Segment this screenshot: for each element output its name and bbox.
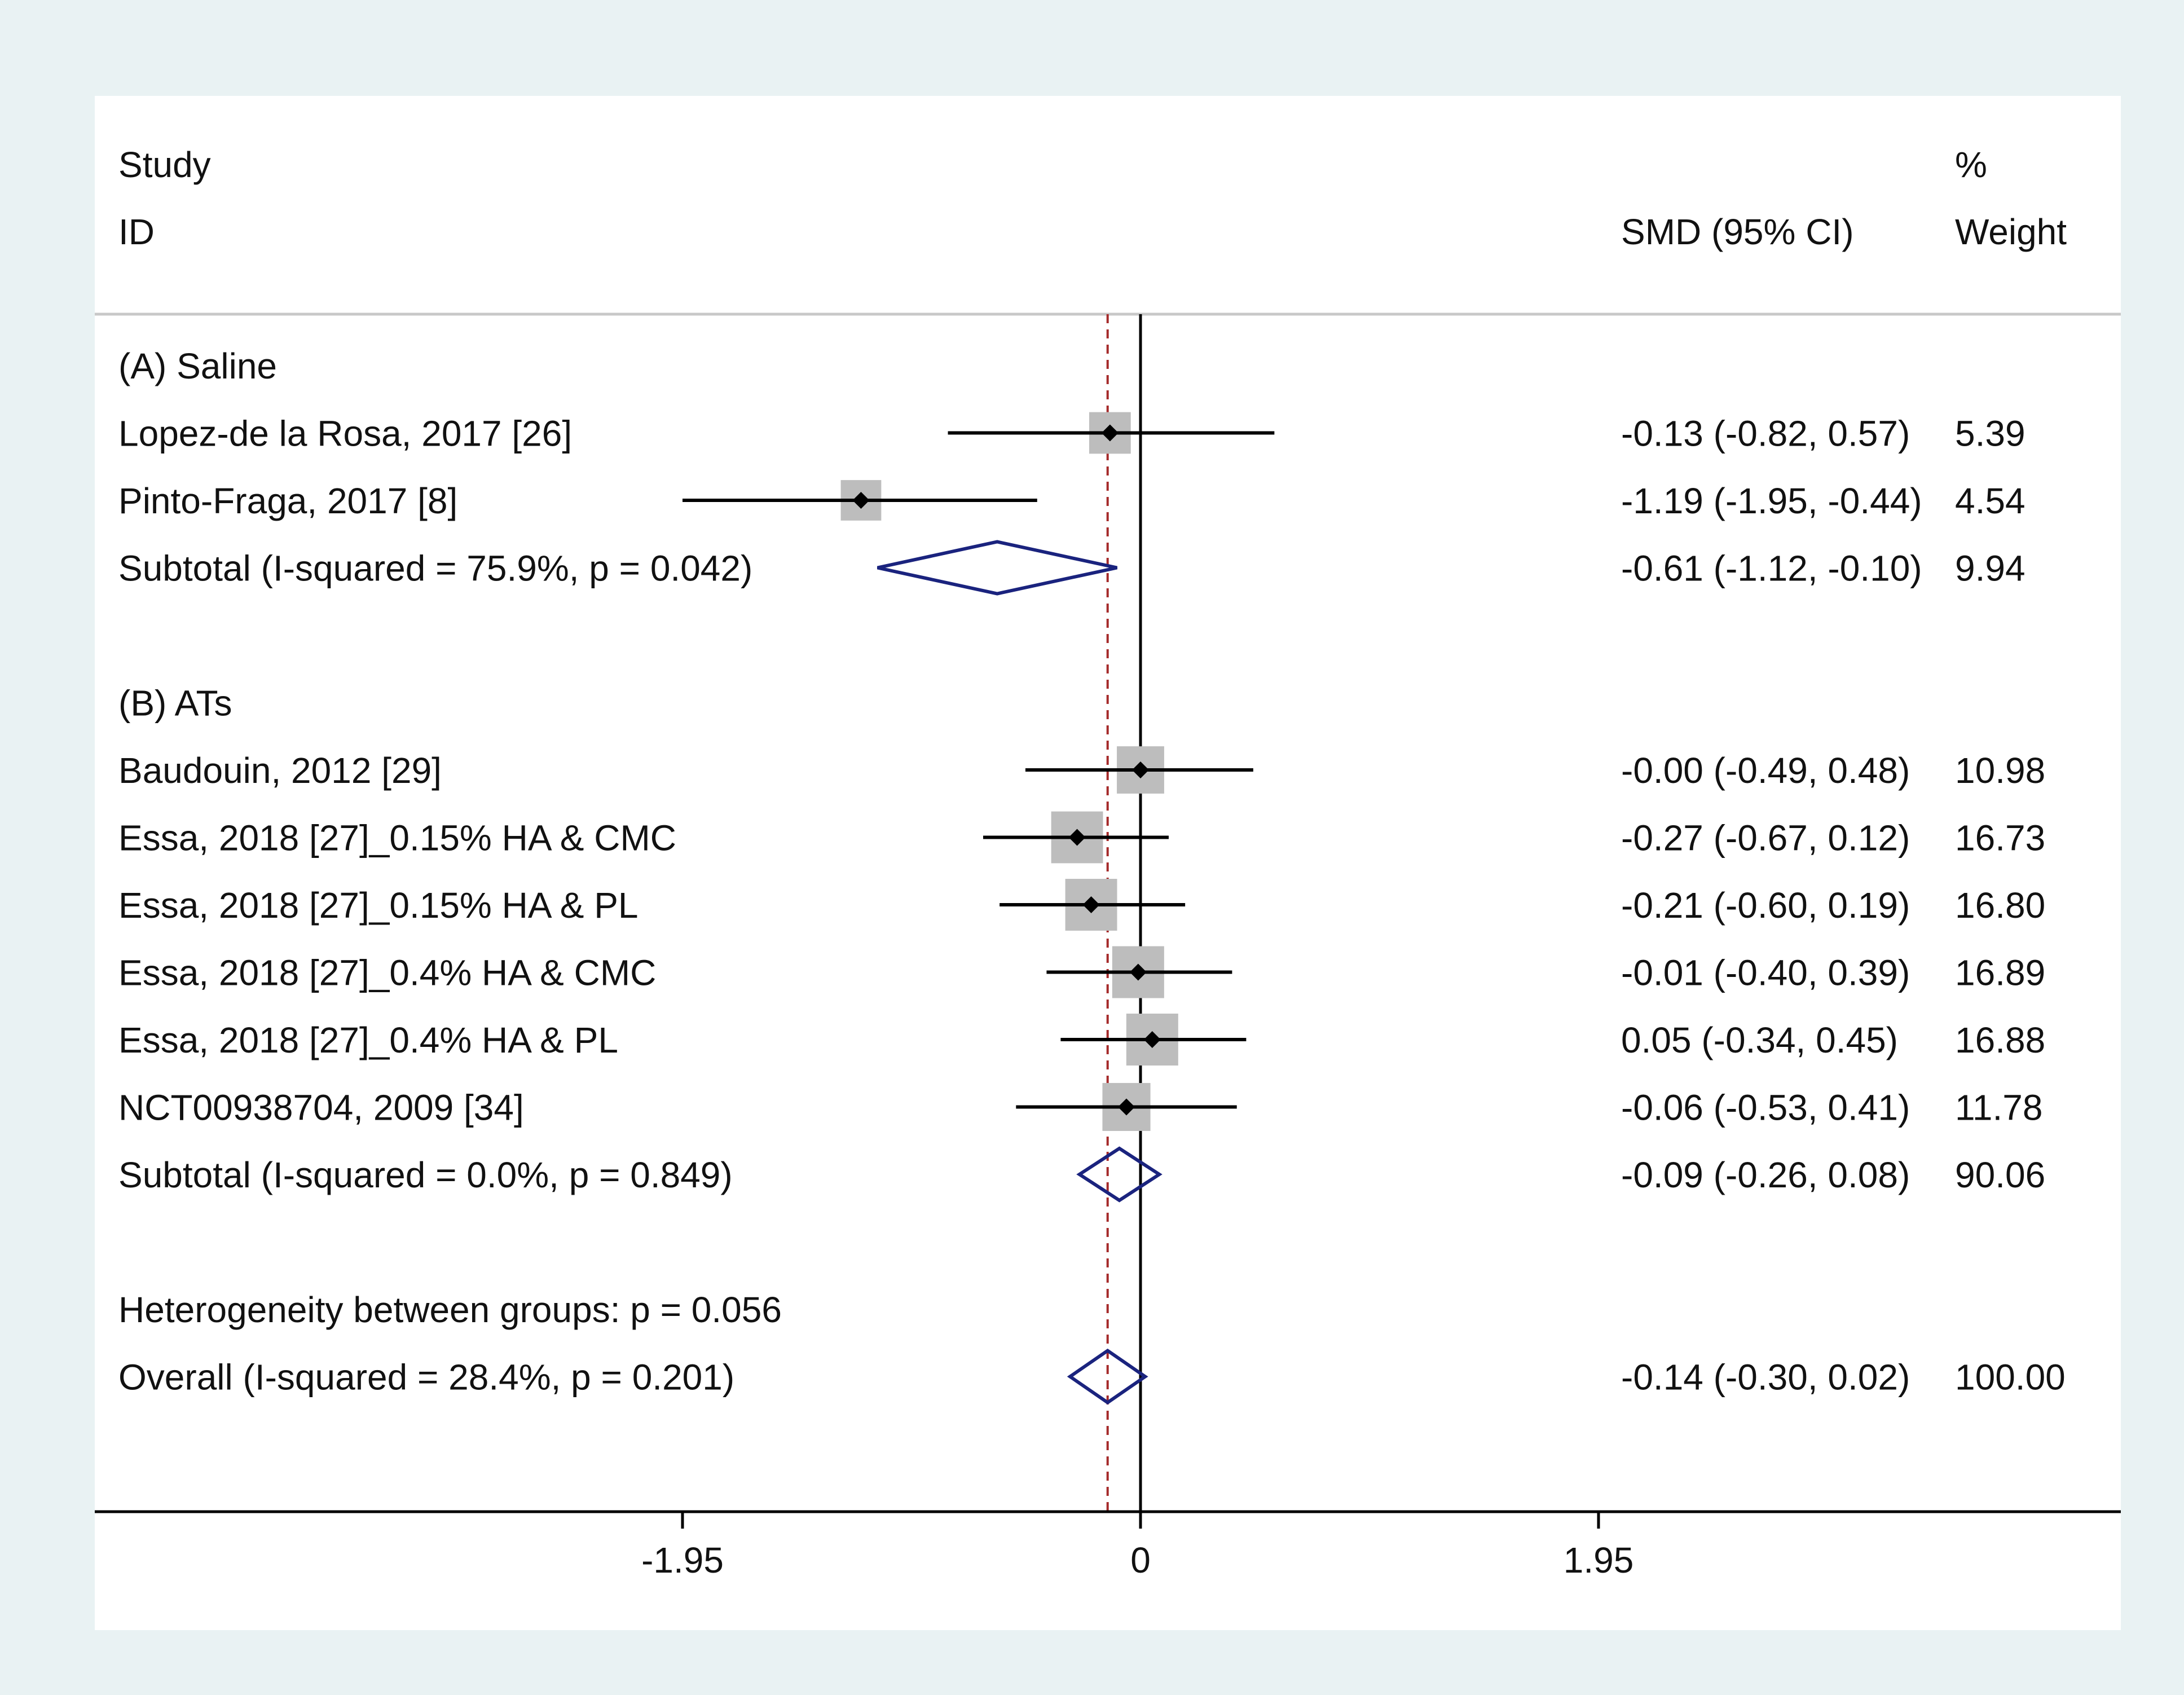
overall-label: Overall (I-squared = 28.4%, p = 0.201) [118,1357,734,1398]
x-axis: -1.95 0 1.95 [95,1510,2121,1580]
weight-value-text: 16.89 [1955,953,2045,993]
point-estimate-marker [1132,761,1149,778]
weight-value-text: 90.06 [1955,1155,2045,1195]
group-label: (A) Saline [118,346,277,386]
study-label: NCT00938704, 2009 [34] [118,1088,524,1128]
forest-row-subtotal: Subtotal (I-squared = 75.9%, p = 0.042) -… [118,540,2026,596]
weight-value-text: 9.94 [1955,548,2026,589]
weight-value-text: 5.39 [1955,413,2026,454]
x-tick-label: 1.95 [1564,1540,1634,1580]
forest-row-study: Essa, 2018 [27]_0.4% HA & CMC -0.01 (-0.4… [118,946,2045,998]
weight-value-text: 11.78 [1955,1088,2042,1128]
header-weight: Weight [1955,212,2067,252]
point-estimate-marker [1143,1031,1161,1048]
ci-value-text: -0.13 (-0.82, 0.57) [1621,413,1910,454]
study-label: Pinto-Fraga, 2017 [8] [118,481,457,521]
study-label: Essa, 2018 [27]_0.4% HA & PL [118,1020,618,1060]
weight-value-text: 16.73 [1955,818,2045,858]
header-id: ID [118,212,155,252]
overall-diamond [1067,1348,1148,1405]
subtotal-label: Subtotal (I-squared = 75.9%, p = 0.042) [118,548,752,589]
header-study: Study [118,144,211,185]
subtotal-label: Subtotal (I-squared = 0.0%, p = 0.849) [118,1155,733,1195]
ci-value-text: -0.14 (-0.30, 0.02) [1621,1357,1910,1398]
group-label: (B) ATs [118,683,232,724]
weight-value-text: 4.54 [1955,481,2026,521]
forest-row-overall: Overall (I-squared = 28.4%, p = 0.201) -0… [118,1348,2066,1405]
forest-row-study: Essa, 2018 [27]_0.15% HA & CMC -0.27 (-0.… [118,811,2045,864]
ci-value-text: -1.19 (-1.95, -0.44) [1621,481,1922,521]
study-label: Essa, 2018 [27]_0.4% HA & CMC [118,953,656,993]
ci-value-text: -0.61 (-1.12, -0.10) [1621,548,1922,589]
point-estimate-marker [1068,829,1086,846]
ci-value-text: -0.27 (-0.67, 0.12) [1621,818,1910,858]
point-estimate-marker [1101,424,1119,442]
study-label: Baudouin, 2012 [29] [118,750,442,791]
weight-value-text: 100.00 [1955,1357,2066,1398]
point-estimate-marker [1082,896,1100,913]
subtotal-diamond [877,540,1117,596]
column-headers: Study ID SMD (95% CI) % Weight [118,144,2067,252]
forest-row-study: Pinto-Fraga, 2017 [8] -1.19 (-1.95, -0.44… [118,480,2026,521]
ci-value-text: -0.06 (-0.53, 0.41) [1621,1088,1910,1128]
ci-value-text: -0.01 (-0.40, 0.39) [1621,953,1910,993]
study-label: Essa, 2018 [27]_0.15% HA & PL [118,885,639,926]
point-estimate-marker [1118,1098,1135,1116]
header-smd-ci: SMD (95% CI) [1621,212,1854,252]
forest-row-study: Lopez-de la Rosa, 2017 [26] -0.13 (-0.82,… [118,412,2026,454]
forest-row-subtotal: Subtotal (I-squared = 0.0%, p = 0.849) -0… [118,1146,2045,1203]
ci-value-text: -0.09 (-0.26, 0.08) [1621,1155,1910,1195]
forest-rows: (A) Saline Lopez-de la Rosa, 2017 [26] -0.… [118,346,2066,1405]
ci-value-text: 0.05 (-0.34, 0.45) [1621,1020,1898,1060]
forest-row-study: Essa, 2018 [27]_0.15% HA & PL -0.21 (-0.6… [118,879,2045,931]
x-tick-label: -1.95 [641,1540,724,1580]
forest-row-group: (A) Saline [118,346,277,386]
ci-value-text: -0.00 (-0.49, 0.48) [1621,750,1910,791]
point-estimate-marker [1129,963,1147,981]
subtotal-diamond [1076,1146,1163,1203]
forest-row-study: NCT00938704, 2009 [34] -0.06 (-0.53, 0.41… [118,1082,2042,1132]
weight-value-text: 16.88 [1955,1020,2045,1060]
x-tick-label: 0 [1130,1540,1151,1580]
forest-row-note: Heterogeneity between groups: p = 0.056 [118,1289,782,1330]
ci-value-text: -0.21 (-0.60, 0.19) [1621,885,1910,926]
point-estimate-marker [852,492,870,509]
weight-value-text: 10.98 [1955,750,2045,791]
forest-row-study: Essa, 2018 [27]_0.4% HA & PL 0.05 (-0.34,… [118,1014,2045,1066]
forest-row-study: Baudouin, 2012 [29] -0.00 (-0.49, 0.48) 10… [118,746,2045,794]
study-label: Essa, 2018 [27]_0.15% HA & CMC [118,818,676,858]
note-label: Heterogeneity between groups: p = 0.056 [118,1289,782,1330]
forest-row-group: (B) ATs [118,683,232,724]
header-percent: % [1955,144,1987,185]
weight-value-text: 16.80 [1955,885,2045,926]
study-label: Lopez-de la Rosa, 2017 [26] [118,413,572,454]
